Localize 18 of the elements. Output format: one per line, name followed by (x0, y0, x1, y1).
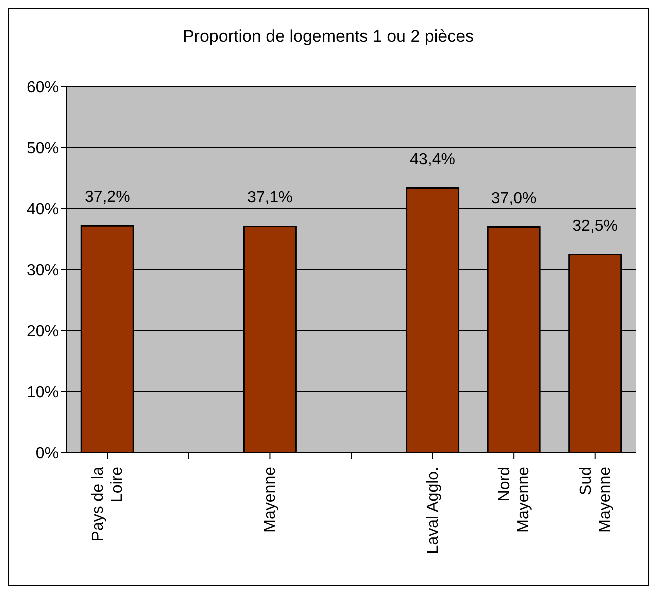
y-tick-label: 20% (26, 324, 59, 341)
y-tick-label: 60% (26, 80, 59, 97)
data-label: 37,1% (248, 190, 293, 207)
y-tick-label: 30% (26, 262, 59, 280)
x-tick-label: Sud Mayenne (578, 466, 614, 533)
y-tick-label: 10% (26, 384, 59, 402)
x-tick-label: Laval Agglo. (424, 467, 442, 554)
chart-title: Proportion de logements 1 ou 2 pièces (182, 27, 476, 48)
y-tick-label: 0% (36, 446, 59, 463)
data-label: 37,2% (84, 189, 130, 206)
data-label: 32,5% (572, 218, 618, 235)
y-tick-label: 50% (26, 140, 59, 158)
x-tick-label: Mayenne (262, 466, 280, 533)
x-tick-label: Nord Mayenne (496, 466, 533, 533)
x-tick-label: Pays de la Loire (90, 466, 126, 542)
data-label: 43,4% (410, 151, 456, 168)
y-tick-label: 40% (26, 202, 59, 219)
data-label: 37,0% (491, 190, 537, 208)
